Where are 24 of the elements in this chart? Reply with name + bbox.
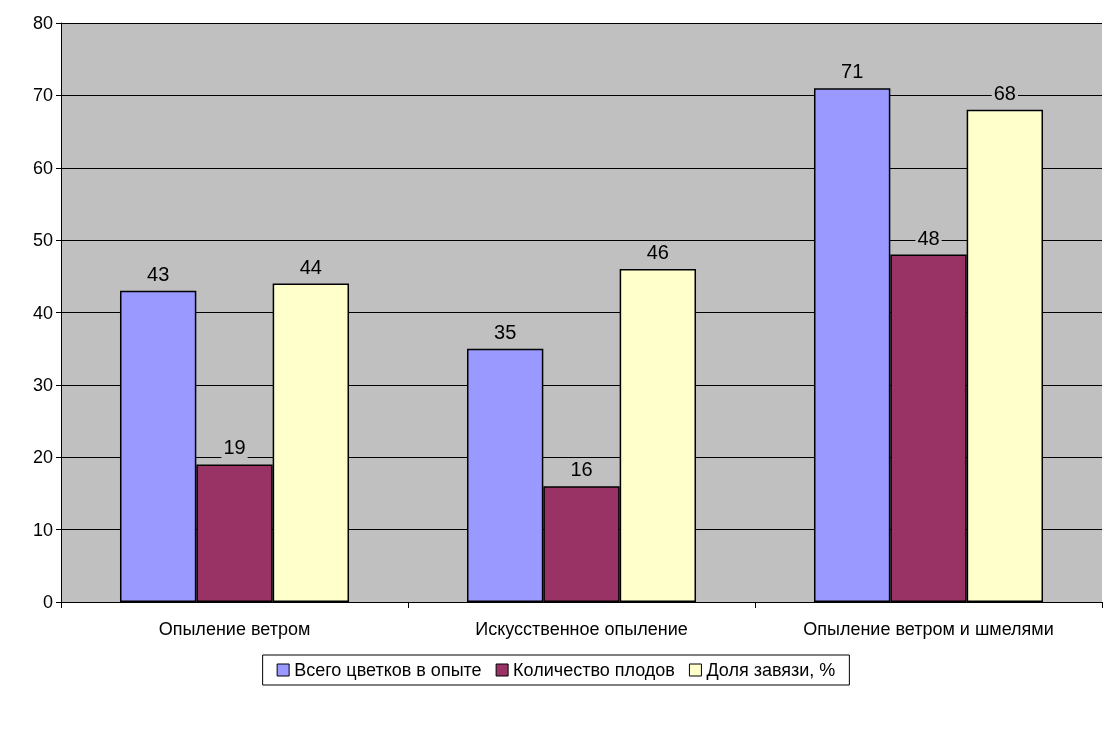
legend-label: Количество плодов — [513, 660, 675, 680]
y-tick-label: 0 — [42, 592, 53, 612]
y-tick-label: 40 — [32, 302, 53, 323]
data-label: 43 — [147, 262, 170, 285]
data-label: 35 — [494, 320, 517, 343]
data-label: 19 — [223, 436, 246, 459]
y-tick-label: 50 — [32, 230, 53, 251]
data-label: 44 — [299, 255, 322, 278]
data-label: 48 — [917, 226, 940, 249]
y-tick-label: 70 — [32, 85, 53, 106]
data-label: 16 — [570, 458, 593, 481]
y-tick-label: 20 — [32, 447, 53, 468]
y-tick-label: 30 — [32, 374, 53, 395]
legend-label: Всего цветков в опыте — [294, 660, 482, 680]
data-label: 68 — [993, 81, 1016, 104]
x-tick-label: Опыление ветром и шмелями — [803, 619, 1054, 639]
y-tick-label: 60 — [32, 157, 53, 178]
x-tick-label: Искусственное опыление — [475, 619, 688, 639]
x-tick-label: Опыление ветром — [158, 619, 311, 639]
data-label: 46 — [646, 241, 669, 264]
data-label: 71 — [841, 60, 864, 83]
y-tick-label: 10 — [32, 519, 53, 540]
legend-label: Доля завязи, % — [706, 660, 836, 680]
y-tick-label: 80 — [32, 13, 53, 33]
